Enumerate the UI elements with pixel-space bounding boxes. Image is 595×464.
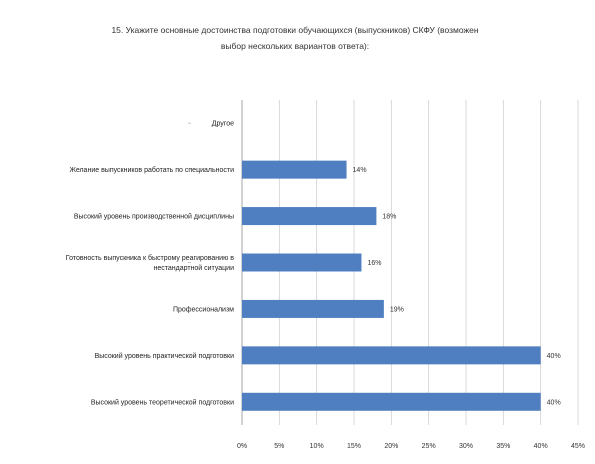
category-label: Желание выпускников работать по специаль… — [69, 166, 234, 174]
data-label: 40% — [547, 353, 561, 360]
category-label: Готовность выпускника к быстрому реагиро… — [66, 254, 235, 262]
bar — [242, 160, 347, 179]
x-tick-label: 30% — [459, 443, 473, 450]
bar — [242, 299, 384, 318]
data-label: 14% — [353, 167, 367, 174]
x-tick-label: 20% — [384, 443, 398, 450]
bar — [242, 392, 541, 411]
category-label: Высокий уровень практической подготовки — [95, 352, 235, 360]
chart-title: 15. Укажите основные достоинства подгото… — [60, 22, 530, 54]
x-tick-label: 25% — [422, 443, 436, 450]
bar — [242, 207, 377, 226]
data-label: 16% — [367, 260, 381, 267]
x-tick-label: 5% — [274, 443, 284, 450]
category-label: Другое — [212, 121, 234, 128]
category-label: Высокий уровень производственной дисципл… — [74, 213, 234, 221]
category-label: Профессионализм — [173, 306, 234, 313]
data-label: 18% — [382, 214, 396, 221]
bar — [242, 253, 362, 272]
chart-title-line2: выбор нескольких вариантов ответа): — [220, 41, 370, 51]
category-label: Высокий уровень теоретической подготовки — [91, 398, 234, 406]
data-label: 19% — [390, 306, 404, 313]
x-tick-label: 15% — [347, 443, 361, 450]
x-tick-label: 35% — [496, 443, 510, 450]
chart-title-line1: 15. Укажите основные достоинства подгото… — [111, 25, 479, 35]
category-label: нестандартной ситуации — [153, 264, 234, 272]
data-label: 40% — [547, 399, 561, 406]
bar — [242, 346, 541, 365]
x-tick-label: 40% — [534, 443, 548, 450]
x-tick-label: 45% — [571, 443, 585, 450]
x-tick-label: 0% — [237, 443, 247, 450]
x-tick-label: 10% — [310, 443, 324, 450]
